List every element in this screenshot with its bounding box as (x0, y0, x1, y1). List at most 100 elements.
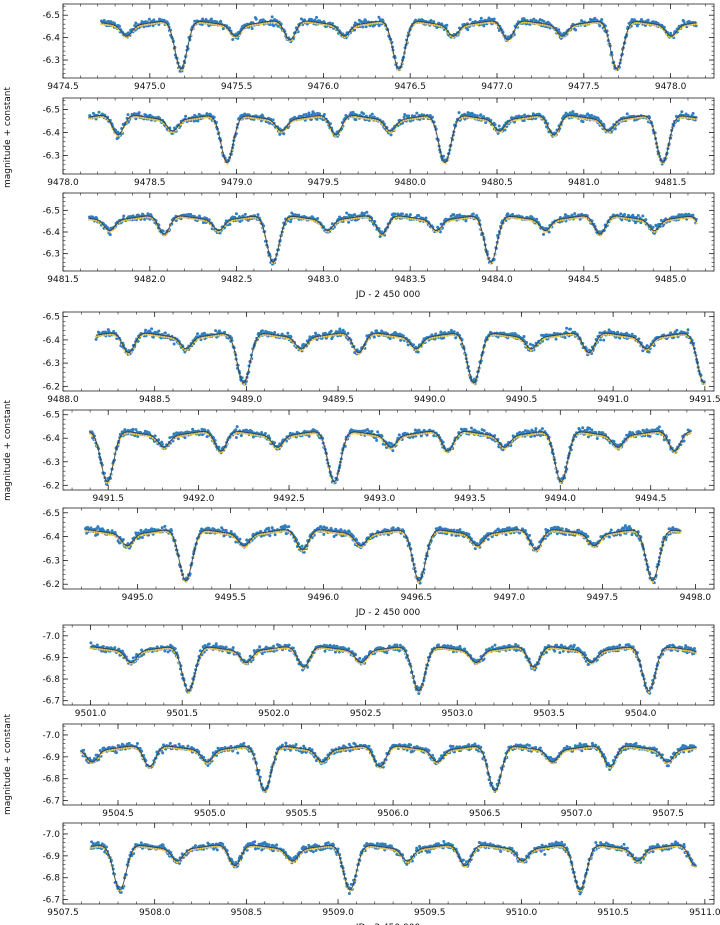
model-point (445, 334, 448, 337)
observed-point (144, 328, 148, 332)
observed-point (207, 218, 211, 222)
model-point (510, 216, 513, 219)
observed-point (600, 18, 604, 22)
model-point (226, 162, 229, 165)
model-point (123, 219, 126, 222)
model-point (399, 216, 403, 219)
model-point (252, 117, 255, 120)
model-point (632, 218, 635, 221)
model-point (585, 23, 588, 26)
observed-points (88, 110, 698, 166)
model-point (155, 119, 159, 122)
observed-point (354, 118, 358, 122)
observed-point (243, 212, 247, 216)
model-point (428, 23, 432, 26)
model-point (679, 217, 682, 220)
model-point (536, 115, 539, 119)
model-point (301, 217, 304, 220)
model-point (561, 218, 565, 222)
model-point (247, 25, 250, 28)
observed-point (647, 350, 651, 354)
model-point (589, 118, 593, 121)
model-point (393, 335, 396, 339)
model-point (186, 216, 189, 220)
model-point (416, 218, 419, 221)
observed-point (675, 328, 679, 332)
model-point (526, 218, 529, 222)
model-point (470, 117, 473, 120)
model-point (337, 333, 340, 336)
model-point (362, 23, 365, 27)
observed-point (429, 19, 433, 23)
model-point (125, 218, 128, 222)
model-point (460, 116, 464, 119)
model-point (634, 117, 637, 120)
observed-point (316, 217, 320, 221)
model-point (620, 216, 623, 219)
observed-point (360, 211, 364, 215)
model-point (202, 219, 206, 222)
model-point (92, 219, 95, 222)
model-point (435, 336, 438, 339)
x-tick-label: 9479.0 (221, 178, 253, 188)
model-point (379, 333, 382, 337)
observed-point (260, 329, 264, 333)
observed-point (196, 332, 200, 336)
model-point (238, 218, 241, 221)
plot-frame (62, 97, 715, 175)
model-point (475, 117, 478, 120)
model-point (467, 24, 471, 27)
model-point (375, 21, 379, 25)
observed-point (625, 112, 629, 116)
model-point (573, 217, 576, 220)
model-point (264, 333, 267, 337)
model-point (358, 352, 361, 356)
model-point (111, 24, 114, 28)
observed-point (256, 213, 260, 217)
model-point (318, 23, 321, 26)
model-point (94, 219, 98, 222)
model-point (132, 115, 135, 119)
model-point (512, 216, 515, 220)
observed-point (574, 28, 578, 32)
observed-point (626, 213, 630, 217)
model-point (490, 21, 494, 24)
model-point (303, 218, 306, 221)
model-point (456, 218, 459, 221)
model-point (360, 216, 363, 219)
model-point (578, 24, 581, 27)
model-point (116, 134, 119, 138)
model-point (690, 23, 694, 26)
model-point (679, 116, 682, 119)
model-point (208, 22, 211, 25)
model-point (366, 23, 369, 26)
observed-point (353, 28, 357, 32)
model-point (532, 22, 535, 25)
model-point (254, 117, 257, 120)
observed-point (134, 117, 138, 121)
model-point (647, 23, 650, 26)
model-point (594, 119, 597, 123)
model-point (669, 219, 672, 222)
observed-point (365, 210, 369, 214)
model-point (155, 22, 158, 25)
model-point (683, 216, 687, 220)
model-point (292, 216, 295, 219)
model-point (411, 218, 414, 221)
model-point (425, 116, 428, 119)
model-point (414, 117, 417, 120)
x-tick-label: 9480.0 (394, 178, 426, 188)
observed-point (152, 18, 156, 22)
y-tick-label: -6.4 (42, 228, 60, 238)
observed-point (102, 18, 106, 22)
observed-point (302, 113, 306, 117)
observed-point (163, 331, 167, 335)
model-point (681, 116, 684, 119)
observed-point (619, 212, 623, 216)
model-point (578, 216, 581, 219)
model-point (654, 24, 657, 27)
observed-point (196, 119, 200, 123)
model-point (242, 217, 245, 220)
model-point (479, 118, 482, 121)
observed-point (317, 112, 321, 116)
